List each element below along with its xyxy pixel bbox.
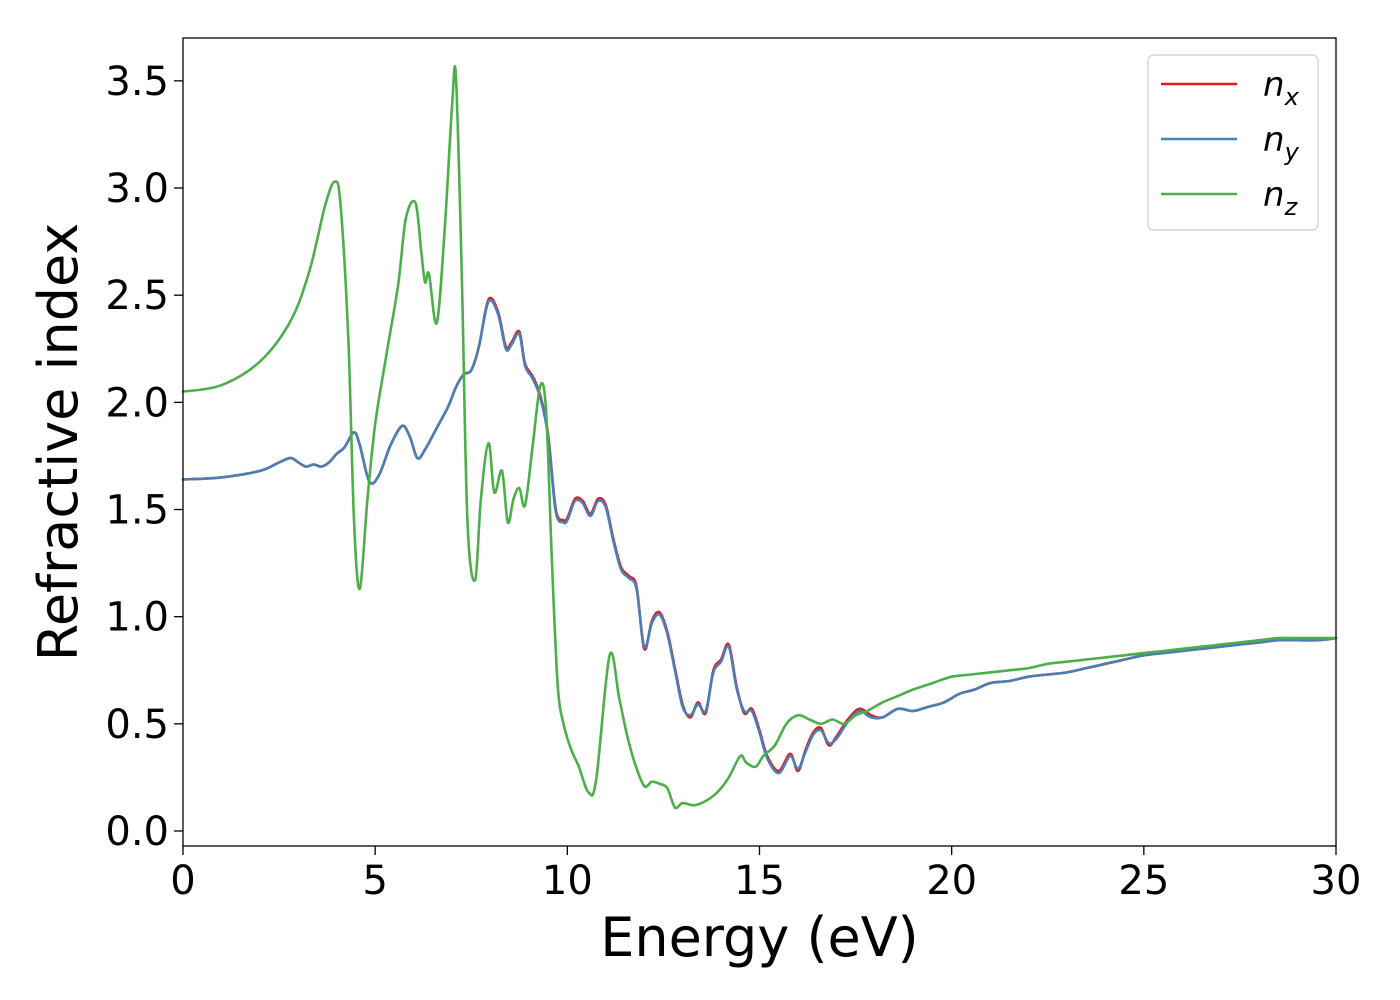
y-axis-ticks: 0.0 0.5 1.0 1.5 2.0 2.5 3.0 3.5 bbox=[105, 59, 183, 855]
x-axis-title: Energy (eV) bbox=[600, 906, 919, 969]
legend: nx ny nz bbox=[1147, 54, 1319, 231]
y-tick-label: 3.5 bbox=[105, 59, 169, 105]
legend-label-nx: nx bbox=[1263, 65, 1300, 111]
y-tick-label: 0.5 bbox=[105, 702, 169, 748]
legend-label-nz: nz bbox=[1263, 175, 1299, 221]
x-tick-label: 10 bbox=[542, 858, 593, 904]
y-tick-label: 3.0 bbox=[105, 166, 169, 212]
x-tick-label: 30 bbox=[1311, 858, 1362, 904]
y-tick-label: 0.0 bbox=[105, 809, 169, 855]
x-tick-label: 15 bbox=[734, 858, 785, 904]
legend-label-ny: ny bbox=[1263, 120, 1300, 166]
y-tick-label: 1.0 bbox=[105, 595, 169, 641]
x-axis-ticks: 0 5 10 15 20 25 30 bbox=[170, 846, 1361, 904]
legend-box bbox=[1147, 54, 1319, 231]
series-line-nz bbox=[181, 64, 1338, 810]
y-tick-label: 2.5 bbox=[105, 273, 169, 319]
x-tick-label: 0 bbox=[170, 858, 195, 904]
series-layer bbox=[181, 64, 1338, 810]
series-line-ny bbox=[181, 298, 1338, 775]
y-tick-label: 1.5 bbox=[105, 488, 169, 534]
y-tick-label: 2.0 bbox=[105, 380, 169, 426]
x-tick-label: 25 bbox=[1118, 858, 1169, 904]
y-axis-title: Refractive index bbox=[27, 223, 90, 662]
x-tick-label: 5 bbox=[362, 858, 387, 904]
x-tick-label: 20 bbox=[926, 858, 977, 904]
